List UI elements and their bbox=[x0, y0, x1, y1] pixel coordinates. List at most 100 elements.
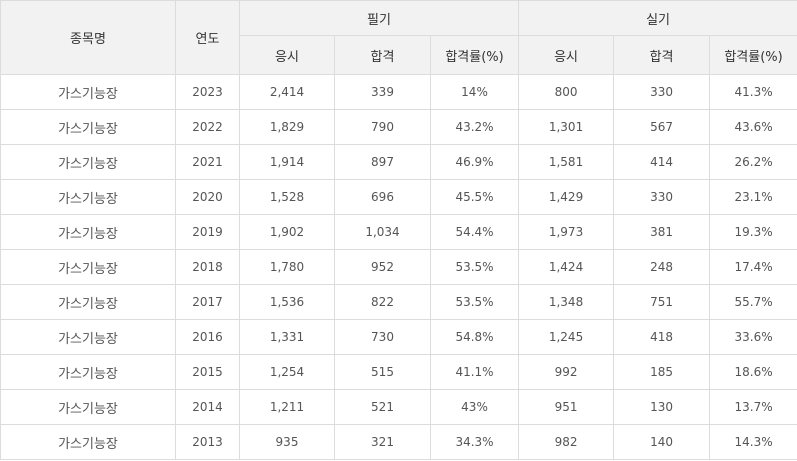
cell-item-name: 가스기능장 bbox=[0, 319, 176, 355]
cell-written-applicants: 1,780 bbox=[239, 249, 335, 285]
cell-written-applicants: 1,331 bbox=[239, 319, 335, 355]
cell-written-pass-rate: 46.9% bbox=[429, 144, 520, 180]
cell-written-applicants: 1,528 bbox=[239, 179, 335, 215]
cell-written-applicants: 1,254 bbox=[239, 354, 335, 390]
header-year: 연도 bbox=[175, 0, 240, 75]
table-row: 가스기능장 2019 1,902 1,034 54.4% 1,973 381 19.3% bbox=[0, 214, 797, 250]
cell-practical-pass-rate: 13.7% bbox=[709, 389, 797, 425]
cell-written-passed: 730 bbox=[334, 319, 431, 355]
cell-item-name: 가스기능장 bbox=[0, 389, 176, 425]
cell-written-pass-rate: 53.5% bbox=[429, 284, 520, 320]
cell-practical-pass-rate: 17.4% bbox=[709, 249, 797, 285]
cell-year: 2019 bbox=[175, 214, 240, 250]
cell-written-pass-rate: 14% bbox=[429, 74, 520, 110]
cell-practical-pass-rate: 43.6% bbox=[709, 109, 797, 145]
cell-year: 2015 bbox=[175, 354, 240, 390]
cell-written-passed: 515 bbox=[334, 354, 431, 390]
cell-practical-passed: 414 bbox=[613, 144, 711, 180]
cell-item-name: 가스기능장 bbox=[0, 144, 176, 180]
table-row: 가스기능장 2023 2,414 339 14% 800 330 41.3% bbox=[0, 74, 797, 110]
cell-written-applicants: 1,829 bbox=[239, 109, 335, 145]
cell-written-applicants: 1,902 bbox=[239, 214, 335, 250]
cell-written-pass-rate: 43.2% bbox=[429, 109, 520, 145]
cell-practical-pass-rate: 18.6% bbox=[709, 354, 797, 390]
header-practical-applicants: 응시 bbox=[518, 35, 615, 75]
header-practical-passed: 합격 bbox=[613, 35, 711, 75]
cell-practical-applicants: 1,301 bbox=[518, 109, 615, 145]
table-row: 가스기능장 2015 1,254 515 41.1% 992 185 18.6% bbox=[0, 354, 797, 390]
cell-practical-pass-rate: 55.7% bbox=[709, 284, 797, 320]
cell-practical-applicants: 982 bbox=[518, 424, 615, 460]
cell-written-passed: 822 bbox=[334, 284, 431, 320]
cell-year: 2018 bbox=[175, 249, 240, 285]
table-body: 가스기능장 2023 2,414 339 14% 800 330 41.3% 가스기능장 2022… bbox=[0, 74, 797, 460]
cell-practical-applicants: 1,424 bbox=[518, 249, 615, 285]
cell-practical-applicants: 951 bbox=[518, 389, 615, 425]
cell-practical-applicants: 1,581 bbox=[518, 144, 615, 180]
cell-item-name: 가스기능장 bbox=[0, 354, 176, 390]
cell-written-passed: 790 bbox=[334, 109, 431, 145]
table-row: 가스기능장 2022 1,829 790 43.2% 1,301 567 43.6% bbox=[0, 109, 797, 145]
cell-written-applicants: 1,536 bbox=[239, 284, 335, 320]
cell-written-applicants: 1,211 bbox=[239, 389, 335, 425]
table-row: 가스기능장 2021 1,914 897 46.9% 1,581 414 26.2% bbox=[0, 144, 797, 180]
cell-written-applicants: 935 bbox=[239, 424, 335, 460]
cell-item-name: 가스기능장 bbox=[0, 214, 176, 250]
header-practical: 실기 bbox=[518, 0, 797, 36]
cell-written-passed: 1,034 bbox=[334, 214, 431, 250]
cell-item-name: 가스기능장 bbox=[0, 424, 176, 460]
cell-practical-passed: 185 bbox=[613, 354, 711, 390]
table-header: 종목명 연도 필기 실기 응시 합격 합격률(%) 응시 합격 합격률(%) bbox=[0, 0, 797, 75]
cell-year: 2021 bbox=[175, 144, 240, 180]
cell-practical-passed: 567 bbox=[613, 109, 711, 145]
header-item-name: 종목명 bbox=[0, 0, 176, 75]
cell-written-passed: 696 bbox=[334, 179, 431, 215]
cell-written-passed: 521 bbox=[334, 389, 431, 425]
table-row: 가스기능장 2013 935 321 34.3% 982 140 14.3% bbox=[0, 424, 797, 460]
cell-practical-applicants: 992 bbox=[518, 354, 615, 390]
header-written: 필기 bbox=[238, 0, 520, 36]
cell-item-name: 가스기능장 bbox=[0, 179, 176, 215]
table-row: 가스기능장 2018 1,780 952 53.5% 1,424 248 17.4% bbox=[0, 249, 797, 285]
cell-practical-passed: 248 bbox=[613, 249, 711, 285]
cell-practical-passed: 330 bbox=[613, 179, 711, 215]
cell-practical-pass-rate: 41.3% bbox=[709, 74, 797, 110]
cell-practical-passed: 130 bbox=[613, 389, 711, 425]
cell-year: 2013 bbox=[175, 424, 240, 460]
cell-written-pass-rate: 54.8% bbox=[429, 319, 520, 355]
cell-practical-passed: 418 bbox=[613, 319, 711, 355]
cell-written-pass-rate: 34.3% bbox=[429, 424, 520, 460]
table-row: 가스기능장 2014 1,211 521 43% 951 130 13.7% bbox=[0, 389, 797, 425]
cell-practical-applicants: 1,429 bbox=[518, 179, 615, 215]
cell-item-name: 가스기능장 bbox=[0, 249, 176, 285]
cell-item-name: 가스기능장 bbox=[0, 284, 176, 320]
cell-written-pass-rate: 53.5% bbox=[429, 249, 520, 285]
cell-written-applicants: 1,914 bbox=[239, 144, 335, 180]
cell-practical-pass-rate: 14.3% bbox=[709, 424, 797, 460]
cell-practical-passed: 751 bbox=[613, 284, 711, 320]
cell-year: 2016 bbox=[175, 319, 240, 355]
header-written-applicants: 응시 bbox=[239, 35, 335, 75]
cell-year: 2022 bbox=[175, 109, 240, 145]
cell-practical-passed: 140 bbox=[613, 424, 711, 460]
cell-item-name: 가스기능장 bbox=[0, 109, 176, 145]
cell-year: 2023 bbox=[175, 74, 240, 110]
cell-written-pass-rate: 43% bbox=[429, 389, 520, 425]
cell-written-pass-rate: 45.5% bbox=[429, 179, 520, 215]
cell-practical-pass-rate: 23.1% bbox=[709, 179, 797, 215]
table-row: 가스기능장 2016 1,331 730 54.8% 1,245 418 33.6% bbox=[0, 319, 797, 355]
cell-year: 2020 bbox=[175, 179, 240, 215]
cell-written-pass-rate: 54.4% bbox=[429, 214, 520, 250]
cell-written-applicants: 2,414 bbox=[239, 74, 335, 110]
cell-written-passed: 339 bbox=[334, 74, 431, 110]
cell-written-passed: 321 bbox=[334, 424, 431, 460]
cell-practical-passed: 330 bbox=[613, 74, 711, 110]
cell-practical-passed: 381 bbox=[613, 214, 711, 250]
cell-practical-applicants: 1,348 bbox=[518, 284, 615, 320]
cell-practical-applicants: 1,245 bbox=[518, 319, 615, 355]
cell-year: 2014 bbox=[175, 389, 240, 425]
table-row: 가스기능장 2017 1,536 822 53.5% 1,348 751 55.7% bbox=[0, 284, 797, 320]
cell-practical-pass-rate: 33.6% bbox=[709, 319, 797, 355]
cell-year: 2017 bbox=[175, 284, 240, 320]
